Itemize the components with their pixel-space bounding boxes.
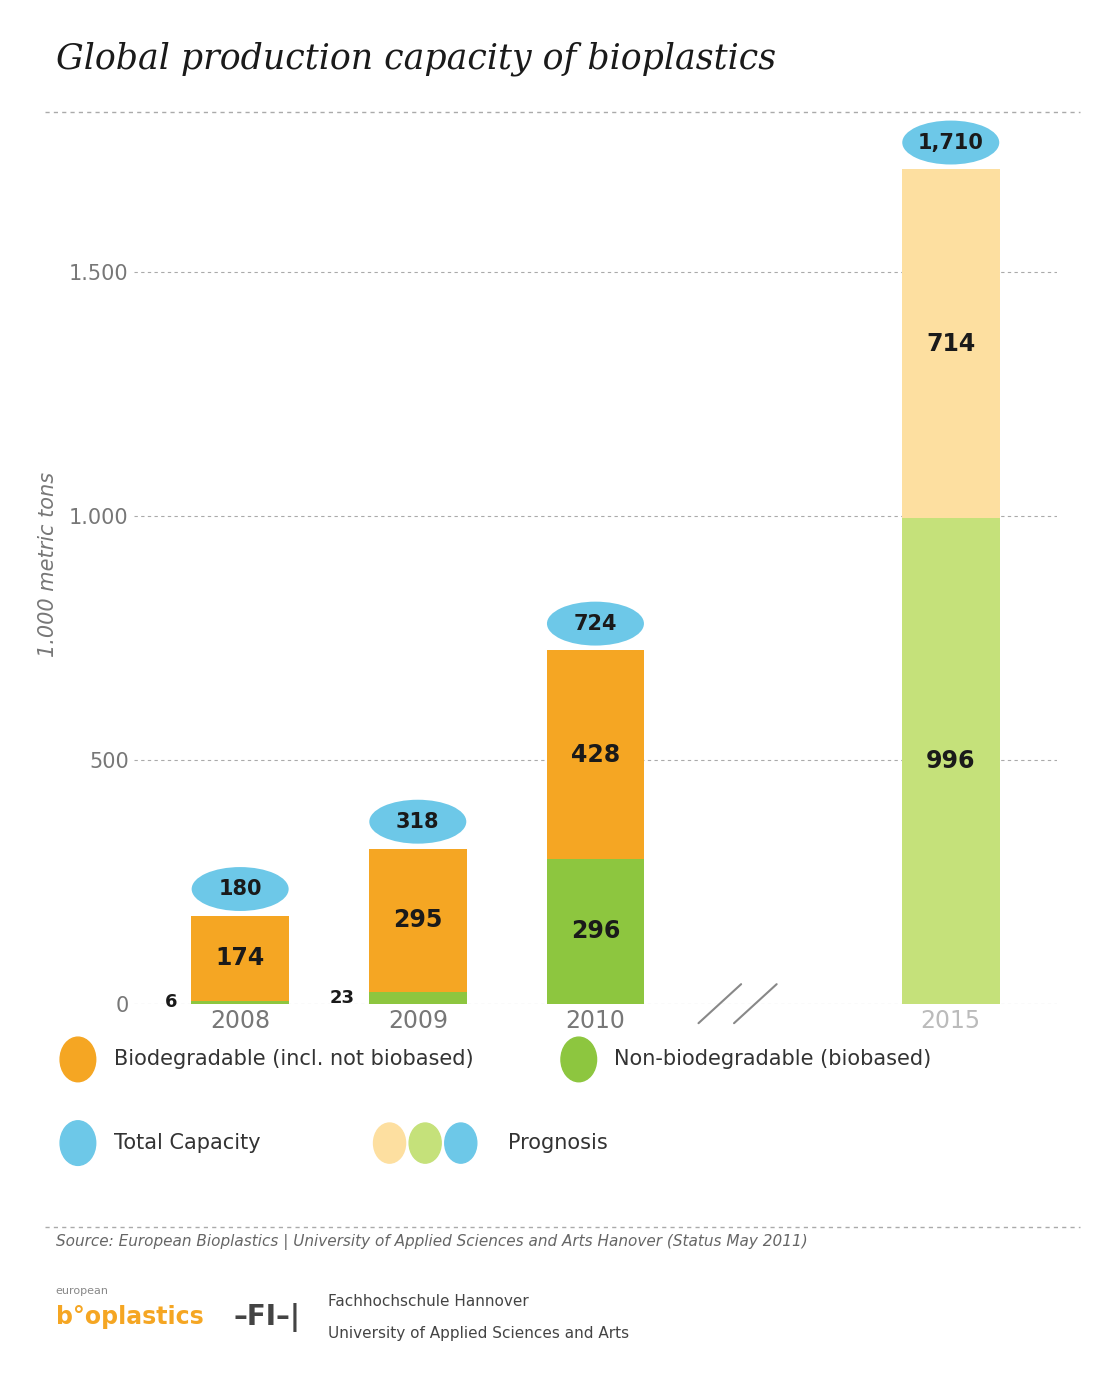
Text: Fachhochschule Hannover: Fachhochschule Hannover xyxy=(328,1294,529,1309)
Bar xyxy=(902,170,999,517)
Bar xyxy=(546,859,644,1004)
Ellipse shape xyxy=(370,800,466,843)
Text: Biodegradable (incl. not biobased): Biodegradable (incl. not biobased) xyxy=(114,1050,473,1069)
Circle shape xyxy=(60,1121,96,1165)
Circle shape xyxy=(445,1124,476,1163)
Text: Source: European Bioplastics | University of Applied Sciences and Arts Hanover (: Source: European Bioplastics | Universit… xyxy=(56,1234,807,1249)
Bar xyxy=(191,916,289,1001)
Text: 996: 996 xyxy=(926,749,975,772)
Ellipse shape xyxy=(903,121,999,164)
Text: 295: 295 xyxy=(393,909,443,933)
Text: 174: 174 xyxy=(216,947,265,970)
Ellipse shape xyxy=(191,867,288,912)
Text: Global production capacity of bioplastics: Global production capacity of bioplastic… xyxy=(56,42,776,77)
Bar xyxy=(902,517,999,1004)
Text: 6: 6 xyxy=(165,993,177,1011)
Bar xyxy=(191,1001,289,1004)
Text: University of Applied Sciences and Arts: University of Applied Sciences and Arts xyxy=(328,1326,630,1341)
Circle shape xyxy=(410,1124,441,1163)
Text: european: european xyxy=(56,1287,109,1296)
Text: 296: 296 xyxy=(571,920,620,944)
Y-axis label: 1.000 metric tons: 1.000 metric tons xyxy=(38,473,58,657)
Text: Prognosis: Prognosis xyxy=(508,1133,608,1153)
Text: 714: 714 xyxy=(926,332,975,355)
Bar xyxy=(546,651,644,859)
Text: 318: 318 xyxy=(396,811,440,832)
Text: 23: 23 xyxy=(329,990,355,1006)
Circle shape xyxy=(374,1124,405,1163)
Text: 724: 724 xyxy=(573,613,618,634)
Ellipse shape xyxy=(546,602,644,645)
Circle shape xyxy=(561,1037,597,1082)
Text: 180: 180 xyxy=(218,880,262,899)
Text: Non-biodegradable (biobased): Non-biodegradable (biobased) xyxy=(614,1050,932,1069)
Bar xyxy=(368,993,466,1004)
Bar xyxy=(368,849,466,993)
Text: 1,710: 1,710 xyxy=(918,132,984,152)
Text: 428: 428 xyxy=(571,743,620,767)
Text: –FI–|: –FI–| xyxy=(234,1303,301,1331)
Text: b°oplastics: b°oplastics xyxy=(56,1305,204,1330)
Text: Total Capacity: Total Capacity xyxy=(114,1133,260,1153)
Circle shape xyxy=(60,1037,96,1082)
